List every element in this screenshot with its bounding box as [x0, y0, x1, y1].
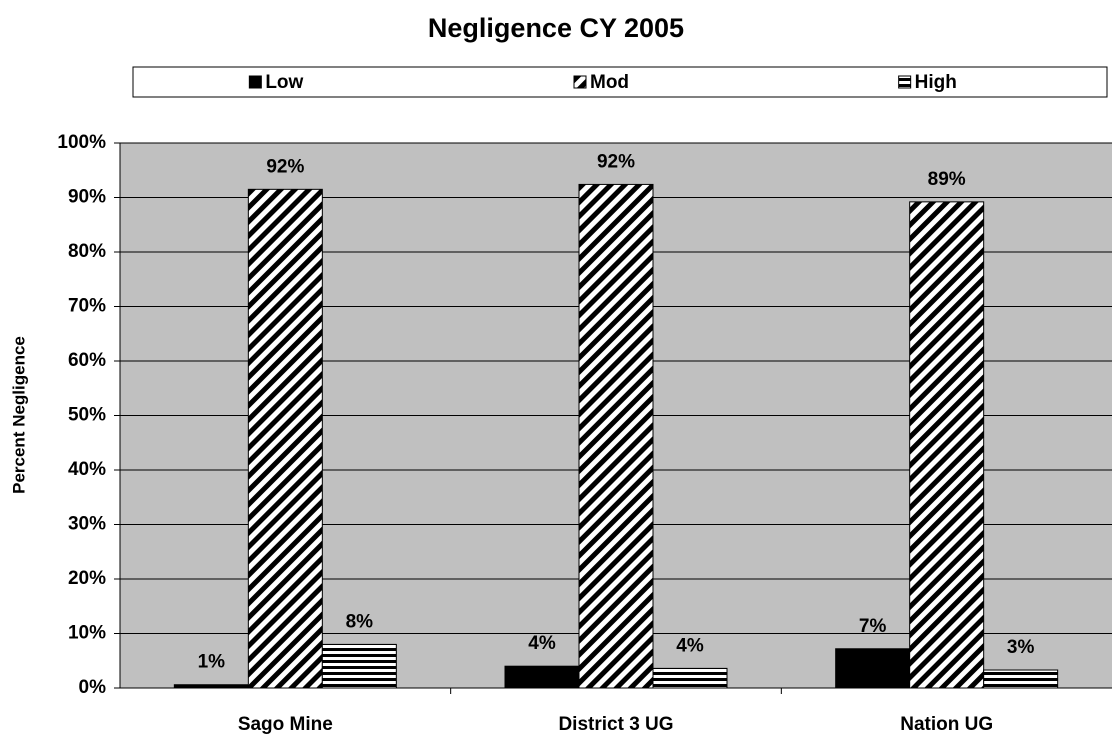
bar	[652, 667, 728, 689]
bar	[504, 665, 580, 689]
legend-swatch	[248, 75, 262, 89]
y-axis-label: Percent Negligence	[9, 336, 28, 494]
legend-label: High	[915, 72, 957, 93]
legend-label: Low	[265, 72, 303, 93]
y-tick-label: 30%	[68, 514, 106, 535]
x-tick-label: Nation UG	[900, 714, 993, 735]
bar	[983, 669, 1059, 689]
legend-swatch	[898, 75, 912, 89]
value-label: 7%	[859, 616, 887, 637]
y-tick-label: 60%	[68, 350, 106, 371]
y-tick-label: 0%	[79, 677, 107, 698]
value-label: 89%	[928, 169, 966, 190]
y-tick-label: 80%	[68, 241, 106, 262]
y-tick-label: 100%	[57, 132, 106, 153]
y-tick-label: 70%	[68, 296, 106, 317]
value-label: 8%	[346, 611, 374, 632]
bar	[835, 648, 911, 689]
legend-label: Mod	[590, 72, 629, 93]
value-label: 92%	[597, 151, 635, 172]
legend-swatch	[573, 75, 587, 89]
bar	[321, 643, 397, 689]
value-label: 4%	[676, 635, 704, 656]
y-tick-label: 10%	[68, 623, 106, 644]
y-tick-label: 90%	[68, 187, 106, 208]
value-label: 1%	[198, 652, 226, 673]
bar	[578, 183, 654, 689]
x-tick-label: District 3 UG	[558, 714, 673, 735]
bar	[173, 684, 249, 689]
x-tick-label: Sago Mine	[238, 714, 333, 735]
y-tick-label: 50%	[68, 405, 106, 426]
value-label: 3%	[1007, 637, 1035, 658]
y-tick-label: 40%	[68, 459, 106, 480]
value-label: 4%	[528, 633, 556, 654]
bar	[247, 188, 323, 689]
bar	[909, 201, 985, 689]
chart-title: Negligence CY 2005	[428, 13, 684, 43]
value-label: 92%	[266, 156, 304, 177]
y-tick-label: 20%	[68, 568, 106, 589]
legend-box	[132, 66, 1108, 98]
